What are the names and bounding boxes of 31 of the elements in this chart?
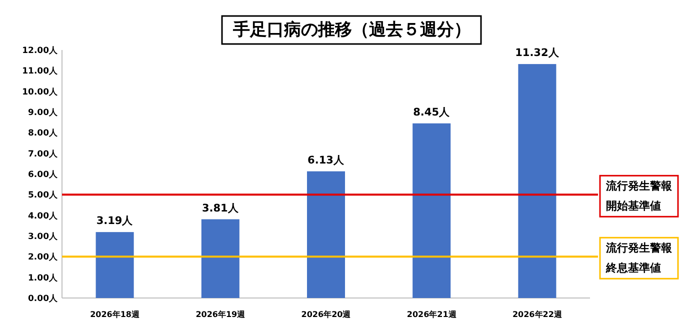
x-tick-label: 2026年22週 — [512, 310, 563, 319]
ref-line-label: 流行発生警報終息基準値 — [605, 242, 673, 275]
data-label: 3.81人 — [202, 202, 240, 214]
bar — [306, 171, 346, 298]
x-tick-label: 2026年19週 — [196, 310, 246, 319]
y-tick-label: 4.00人 — [28, 210, 59, 222]
y-tick-label: 1.00人 — [28, 272, 59, 284]
y-tick-label: 0.00人 — [28, 293, 59, 304]
y-tick-label: 7.00人 — [28, 148, 59, 160]
y-tick-label: 6.00人 — [28, 169, 59, 180]
x-tick-label: 2026年18週 — [90, 310, 140, 319]
y-tick-label: 8.00人 — [28, 128, 59, 139]
y-tick-label: 5.00人 — [28, 190, 59, 201]
bar — [96, 232, 134, 298]
x-tick-label: 2026年20週 — [301, 310, 352, 319]
data-label: 3.19人 — [96, 215, 134, 228]
bar — [201, 219, 240, 298]
bar — [518, 64, 556, 298]
data-label: 11.32人 — [515, 47, 560, 60]
data-label: 8.45人 — [413, 106, 452, 118]
y-tick-label: 12.00人 — [22, 45, 59, 56]
data-label: 6.13人 — [308, 154, 346, 166]
y-tick-label: 10.00人 — [22, 86, 59, 98]
y-tick-label: 9.00人 — [28, 107, 59, 118]
ref-line-label: 流行発生警報開始基準値 — [605, 180, 673, 213]
chart-title: 手足口病の推移（過去５週分） — [232, 20, 471, 40]
y-tick-label: 3.00人 — [28, 231, 59, 242]
bar — [412, 123, 451, 298]
y-tick-label: 11.00人 — [22, 66, 59, 77]
x-tick-label: 2026年21週 — [406, 310, 458, 319]
y-tick-label: 2.00人 — [28, 252, 59, 263]
